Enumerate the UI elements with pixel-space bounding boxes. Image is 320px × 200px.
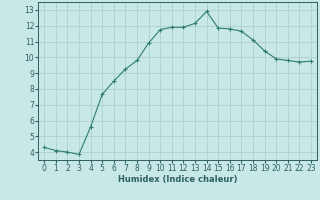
X-axis label: Humidex (Indice chaleur): Humidex (Indice chaleur) bbox=[118, 175, 237, 184]
